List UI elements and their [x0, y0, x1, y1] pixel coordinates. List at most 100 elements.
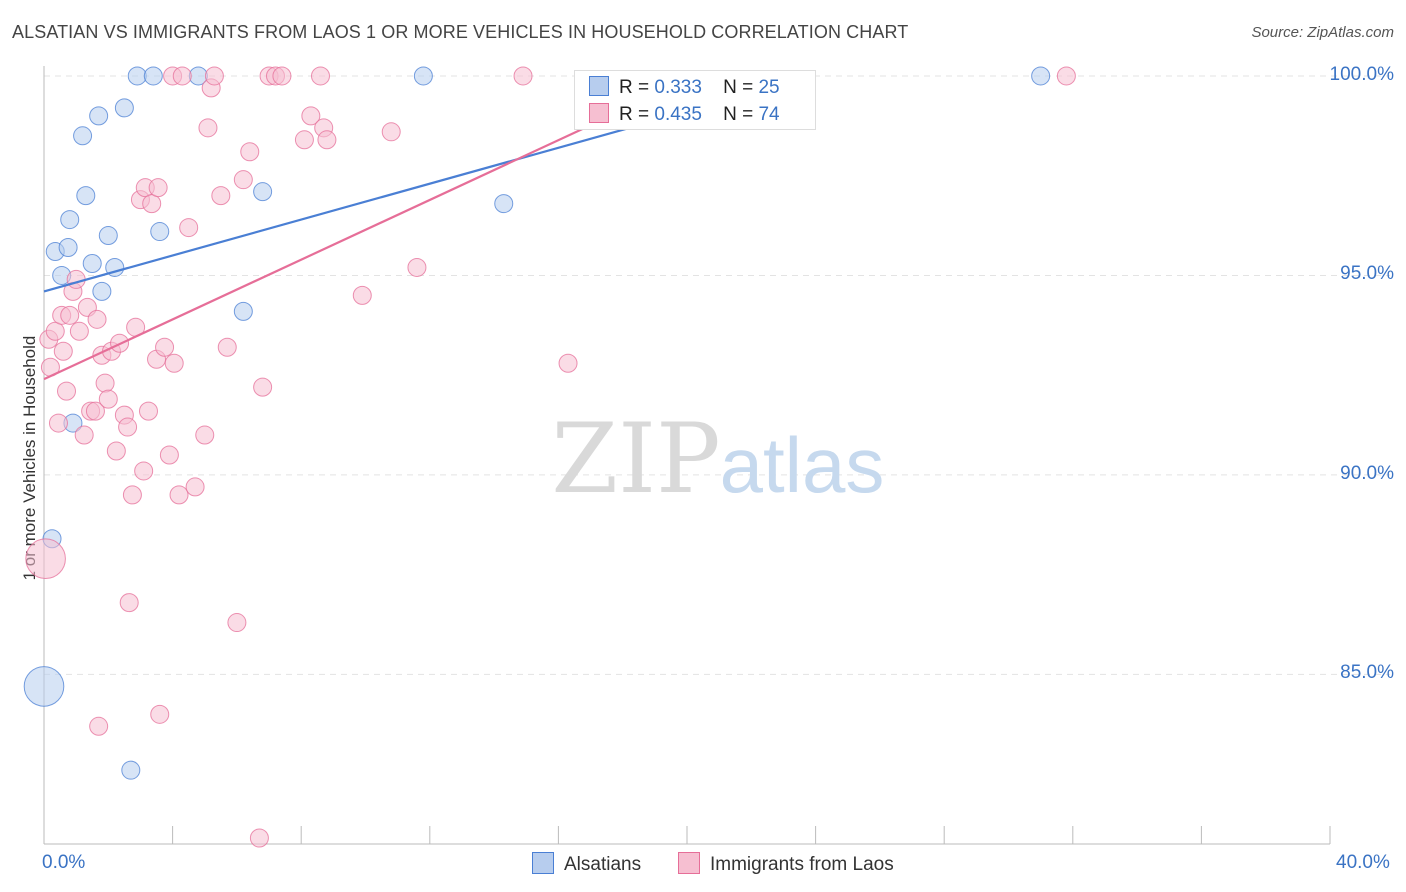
laos-point [134, 461, 154, 481]
laos-point [60, 305, 80, 325]
laos-point [87, 309, 107, 329]
x-tick-label-max: 40.0% [1336, 852, 1390, 873]
laos-point [407, 257, 427, 277]
laos-point [240, 142, 260, 162]
y-tick-label: 95.0% [1340, 263, 1394, 285]
legend-label-laos: Immigrants from Laos [710, 854, 894, 875]
n-label: N = [723, 77, 754, 98]
laos-point [150, 704, 170, 724]
laos-point [558, 353, 578, 373]
x-tick-label-min: 0.0% [42, 852, 86, 873]
alsatians-point [58, 238, 78, 258]
chart-title: ALSATIAN VS IMMIGRANTS FROM LAOS 1 OR MO… [12, 22, 909, 42]
n-value: 25 [758, 77, 780, 98]
alsatians-point [494, 194, 514, 214]
laos-point [95, 373, 115, 393]
alsatians-point [114, 98, 134, 118]
alsatians-point [98, 226, 118, 246]
laos-point [98, 389, 118, 409]
chart-source: Source: ZipAtlas.com [1251, 24, 1394, 41]
laos-point [198, 118, 218, 138]
laos-point [164, 353, 184, 373]
laos-point [48, 413, 68, 433]
laos-point [1056, 66, 1076, 86]
laos-point [155, 337, 175, 357]
laos-point [148, 178, 168, 198]
laos-point [217, 337, 237, 357]
laos-point [233, 170, 253, 190]
alsatians-point [143, 66, 163, 86]
r-label: R = [619, 77, 650, 98]
alsatians-point [413, 66, 433, 86]
alsatians-legend-swatch [532, 852, 554, 874]
laos-swatch [589, 103, 609, 123]
n-label: N = [723, 104, 754, 125]
laos-point [74, 425, 94, 445]
laos-point [122, 485, 142, 505]
laos-point [119, 593, 139, 613]
laos-point [272, 66, 292, 86]
laos-legend-swatch [678, 852, 700, 874]
laos-point [301, 106, 321, 126]
legend-item-alsatians[interactable]: Alsatians [532, 852, 641, 876]
laos-point [159, 445, 179, 465]
laos-point [227, 613, 247, 633]
laos-point [118, 417, 138, 437]
laos-point [294, 130, 314, 150]
laos-point [211, 186, 231, 206]
r-label: R = [619, 104, 650, 125]
legend-item-laos[interactable]: Immigrants from Laos [678, 852, 894, 876]
laos-point [106, 441, 126, 461]
n-value: 74 [758, 104, 780, 125]
alsatians-point [253, 182, 273, 202]
alsatians-point [150, 222, 170, 242]
laos-point [195, 425, 215, 445]
series-legend: Alsatians Immigrants from Laos [0, 852, 1406, 878]
alsatians-swatch [589, 76, 609, 96]
laos-point [352, 285, 372, 305]
stats-legend-row-laos: R = 0.435 N = 74 [589, 103, 780, 127]
y-tick-label: 100.0% [1329, 63, 1394, 85]
data-points [23, 66, 1076, 848]
laos-point [57, 381, 77, 401]
laos-point [53, 341, 73, 361]
alsatians-point [60, 210, 80, 230]
laos-point [138, 401, 158, 421]
alsatians-point [89, 106, 109, 126]
laos-point [169, 485, 189, 505]
alsatians-point [233, 301, 253, 321]
laos-point [185, 477, 205, 497]
watermark: ZIP atlas [551, 403, 884, 515]
alsatians-point [127, 66, 147, 86]
r-value: 0.333 [654, 77, 702, 98]
watermark-zip: ZIP [551, 403, 720, 515]
laos-point [69, 321, 89, 341]
laos-point [25, 538, 66, 580]
laos-point [142, 194, 162, 214]
alsatians-point [82, 253, 102, 273]
alsatians-point [1031, 66, 1051, 86]
r-value: 0.435 [654, 104, 702, 125]
laos-point [45, 321, 65, 341]
y-tick-label: 85.0% [1340, 662, 1394, 684]
alsatians-point [76, 186, 96, 206]
y-tick-label: 90.0% [1340, 462, 1394, 484]
laos-point [172, 66, 192, 86]
laos-point [179, 218, 199, 238]
gridlines [44, 75, 1390, 675]
laos-point [249, 828, 269, 848]
laos-point [310, 66, 330, 86]
legend-label-alsatians: Alsatians [564, 854, 642, 875]
laos-point [85, 401, 105, 421]
laos-point [66, 269, 86, 289]
alsatians-point [92, 281, 112, 301]
stats-legend-row-alsatians: R = 0.333 N = 25 [589, 76, 780, 100]
laos-point [204, 66, 224, 86]
laos-point [89, 716, 109, 736]
laos-point [317, 130, 337, 150]
alsatians-point [121, 760, 141, 780]
laos-point [381, 122, 401, 142]
alsatians-point [73, 126, 93, 146]
stats-legend: R = 0.333 N = 25 R = 0.435 N = 74 [574, 70, 816, 130]
